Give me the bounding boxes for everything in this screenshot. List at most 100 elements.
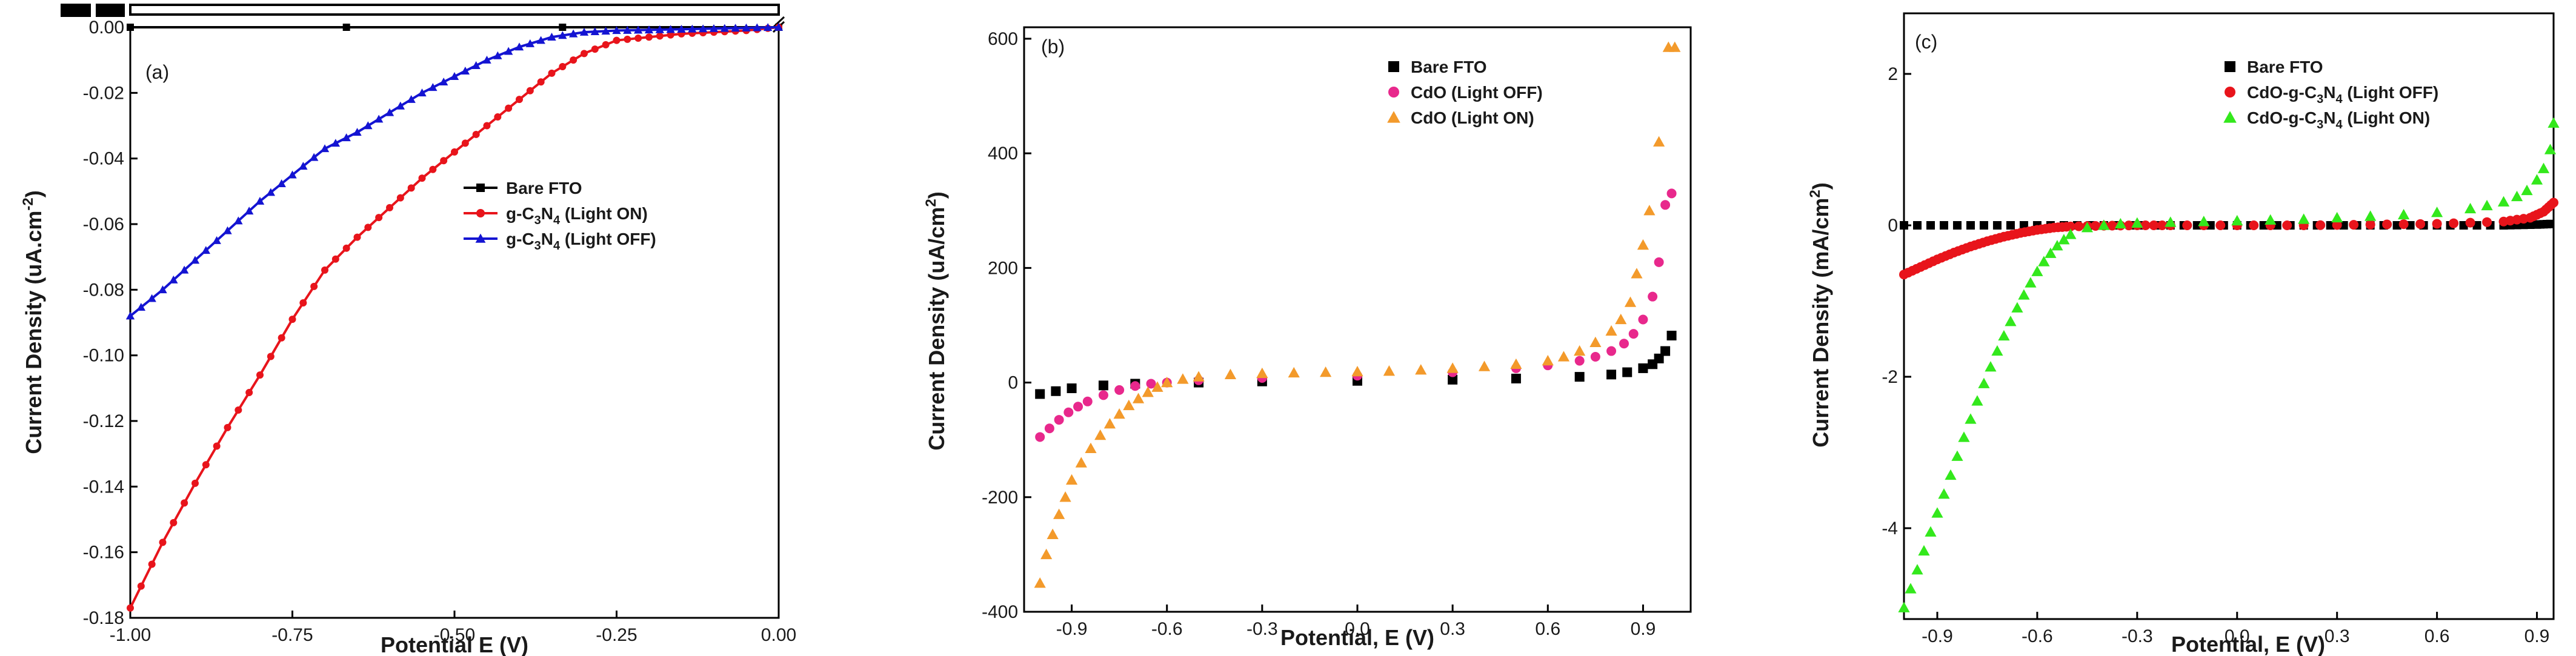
legend-marker <box>1388 87 1399 98</box>
data-point <box>353 128 362 136</box>
data-point <box>2464 202 2477 214</box>
data-point <box>1931 507 1943 518</box>
data-point <box>1098 390 1108 400</box>
data-point <box>1979 221 1988 230</box>
data-point <box>127 604 134 612</box>
data-point <box>494 113 502 121</box>
data-point <box>2398 219 2409 230</box>
data-point <box>547 33 556 41</box>
legend-item: Bare FTO <box>2225 58 2323 76</box>
legend-item: CdO (Light ON) <box>1387 108 1534 127</box>
data-point <box>2431 207 2443 217</box>
data-point <box>1939 221 1948 230</box>
chart-panel-b: -0.9 -0.6 -0.3 0.0 0.3 0.6 0.9 600 400 200 0 -200 -4… <box>923 26 1692 650</box>
data-point <box>645 33 653 41</box>
data-point <box>2398 208 2410 220</box>
data-point <box>1415 364 1427 375</box>
data-point <box>2091 220 2101 231</box>
data-point <box>234 216 243 225</box>
data-point <box>342 244 350 252</box>
plot-area-b: -0.9 -0.6 -0.3 0.0 0.3 0.6 0.9 600 400 200 0 -200 -4… <box>982 29 1681 639</box>
x-axis-label: Potential E (V) <box>381 632 528 656</box>
data-point <box>1177 373 1189 384</box>
data-point <box>472 130 480 138</box>
legend-marker <box>1388 61 1399 72</box>
data-point <box>2107 220 2117 231</box>
data-point <box>1478 360 1491 371</box>
data-point <box>514 42 524 51</box>
y-tick-label: 400 <box>988 144 1018 164</box>
data-point <box>644 25 654 34</box>
data-point <box>1151 381 1163 392</box>
data-point <box>1288 366 1300 378</box>
data-point <box>1615 313 1627 325</box>
data-point <box>2018 289 2030 300</box>
data-point <box>1992 221 2002 230</box>
data-point <box>2465 217 2475 228</box>
data-point <box>288 316 296 323</box>
data-point <box>2365 219 2375 230</box>
x-tick-label: -0.3 <box>1246 619 1278 639</box>
data-point <box>2265 214 2277 225</box>
legend-marker <box>2225 61 2235 72</box>
data-point <box>2038 256 2050 267</box>
data-point <box>1142 386 1154 397</box>
data-point <box>321 266 328 274</box>
data-point <box>482 55 491 64</box>
data-point <box>1113 408 1125 419</box>
x-tick-label: -0.3 <box>2122 626 2153 646</box>
y-tick-label: 2 <box>1888 64 1898 84</box>
data-point <box>1905 583 1917 594</box>
data-point <box>1047 528 1059 539</box>
data-point <box>2019 221 2028 230</box>
data-point <box>1966 221 1975 230</box>
data-point <box>1991 345 2003 356</box>
data-point <box>320 144 330 153</box>
data-point <box>677 25 686 33</box>
data-point <box>1510 358 1522 369</box>
data-point <box>224 423 231 431</box>
data-point <box>2326 221 2335 230</box>
data-point <box>125 311 135 320</box>
y-tick-label: -0.06 <box>83 214 124 234</box>
plot-area-a: -1.00 -0.75 -0.50 -0.25 0.00 0.00 -0.02 -0.04 -0… <box>83 18 797 645</box>
data-point <box>331 139 341 147</box>
data-point <box>461 139 469 147</box>
data-point <box>2537 162 2550 173</box>
data-point <box>277 179 286 187</box>
data-point <box>2149 220 2159 230</box>
data-point <box>342 133 351 142</box>
data-point <box>461 67 470 75</box>
data-point <box>2065 228 2077 239</box>
data-point <box>2365 210 2377 221</box>
data-point <box>190 256 200 264</box>
data-point <box>601 27 610 35</box>
data-point <box>1660 346 1671 356</box>
data-point <box>1256 367 1268 379</box>
data-point <box>2198 216 2210 227</box>
data-point <box>1638 314 1648 325</box>
data-point <box>559 24 567 31</box>
data-point <box>407 94 416 103</box>
legend-item: Bare FTO <box>464 179 582 197</box>
data-point <box>633 25 643 34</box>
data-point <box>1637 239 1649 250</box>
y-tick-label: 0 <box>1008 373 1018 393</box>
data-point <box>2231 214 2243 226</box>
x-tick-label: -0.6 <box>1151 619 1183 639</box>
x-tick-label: 0.9 <box>1631 619 1656 639</box>
data-point <box>1574 345 1586 356</box>
data-point <box>536 36 545 44</box>
data-point <box>310 282 318 290</box>
data-point <box>731 24 740 32</box>
data-point <box>1161 376 1173 388</box>
data-point <box>396 101 405 110</box>
data-point <box>1123 399 1135 411</box>
panel-label: (a) <box>145 61 169 83</box>
data-point <box>158 285 167 294</box>
data-point <box>2006 221 2015 230</box>
data-point <box>1669 41 1681 52</box>
data-point <box>2526 220 2535 229</box>
data-point <box>137 582 145 590</box>
